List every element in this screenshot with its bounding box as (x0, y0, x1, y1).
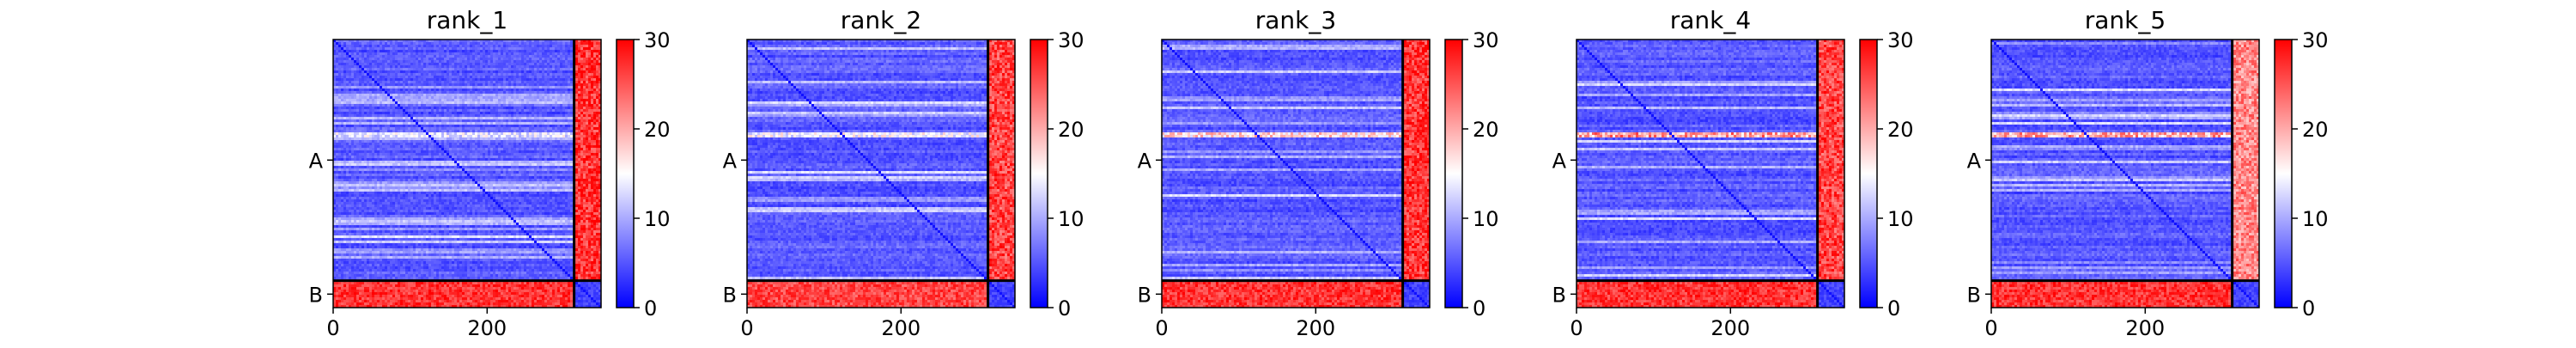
colorbar-tick-label: 30 (1887, 28, 1914, 52)
colorbar (1859, 39, 1878, 308)
colorbar-tick-label: 0 (2302, 296, 2315, 321)
x-tick-label: 200 (881, 316, 920, 340)
y-tick-label: A (1138, 149, 1152, 173)
colorbar-tick-label: 10 (2302, 207, 2329, 231)
heatmap-image (333, 40, 601, 308)
colorbar-tick-label: 0 (1058, 296, 1071, 321)
colorbar-tick-label: 0 (1473, 296, 1485, 321)
colorbar-tick-label: 0 (644, 296, 657, 321)
axes-frame (332, 39, 602, 308)
heatmap-image (1577, 40, 1844, 308)
heatmap-image (1991, 40, 2259, 308)
x-tick-label: 0 (1570, 316, 1583, 340)
x-tick-label: 0 (1984, 316, 1997, 340)
y-tick-label: B (309, 283, 323, 307)
x-tick-label: 200 (2125, 316, 2165, 340)
axes-frame (1161, 39, 1431, 308)
colorbar-tick-label: 20 (2302, 118, 2329, 142)
colorbar-tick-label: 30 (2302, 28, 2329, 52)
panel-title: rank_4 (1670, 6, 1751, 34)
colorbar-tick-label: 10 (1887, 207, 1914, 231)
colorbar (2274, 39, 2293, 308)
colorbar-tick-label: 10 (644, 207, 671, 231)
y-tick-label: B (1967, 283, 1981, 307)
y-tick-label: A (309, 149, 324, 173)
x-tick-label: 0 (740, 316, 753, 340)
colorbar-tick-label: 20 (644, 118, 671, 142)
colorbar-tick-label: 10 (1473, 207, 1499, 231)
colorbar-tick-label: 30 (644, 28, 671, 52)
panel-title: rank_3 (1255, 6, 1336, 34)
panel-title: rank_1 (427, 6, 507, 34)
x-tick-label: 200 (1296, 316, 1335, 340)
colorbar (1444, 39, 1463, 308)
panel-title: rank_5 (2085, 6, 2166, 34)
x-tick-label: 200 (1710, 316, 1750, 340)
colorbar-tick-label: 30 (1058, 28, 1084, 52)
colorbar-tick-label: 10 (1058, 207, 1084, 231)
colorbar-tick-label: 20 (1473, 118, 1499, 142)
colorbar-tick-label: 20 (1058, 118, 1084, 142)
panel-title: rank_2 (841, 6, 921, 34)
y-tick-label: B (1138, 283, 1151, 307)
axes-frame (1990, 39, 2260, 308)
y-tick-label: B (1552, 283, 1566, 307)
colorbar (1030, 39, 1048, 308)
colorbar-tick-label: 20 (1887, 118, 1914, 142)
y-tick-label: B (723, 283, 737, 307)
colorbar-tick-label: 30 (1473, 28, 1499, 52)
colorbar (616, 39, 635, 308)
y-tick-label: A (723, 149, 738, 173)
x-tick-label: 200 (467, 316, 507, 340)
x-tick-label: 0 (1155, 316, 1168, 340)
axes-frame (746, 39, 1016, 308)
heatmap-image (747, 40, 1015, 308)
axes-frame (1576, 39, 1845, 308)
heatmap-image (1162, 40, 1430, 308)
x-tick-label: 0 (326, 316, 339, 340)
colorbar-tick-label: 0 (1887, 296, 1900, 321)
y-tick-label: A (1967, 149, 1982, 173)
y-tick-label: A (1552, 149, 1567, 173)
